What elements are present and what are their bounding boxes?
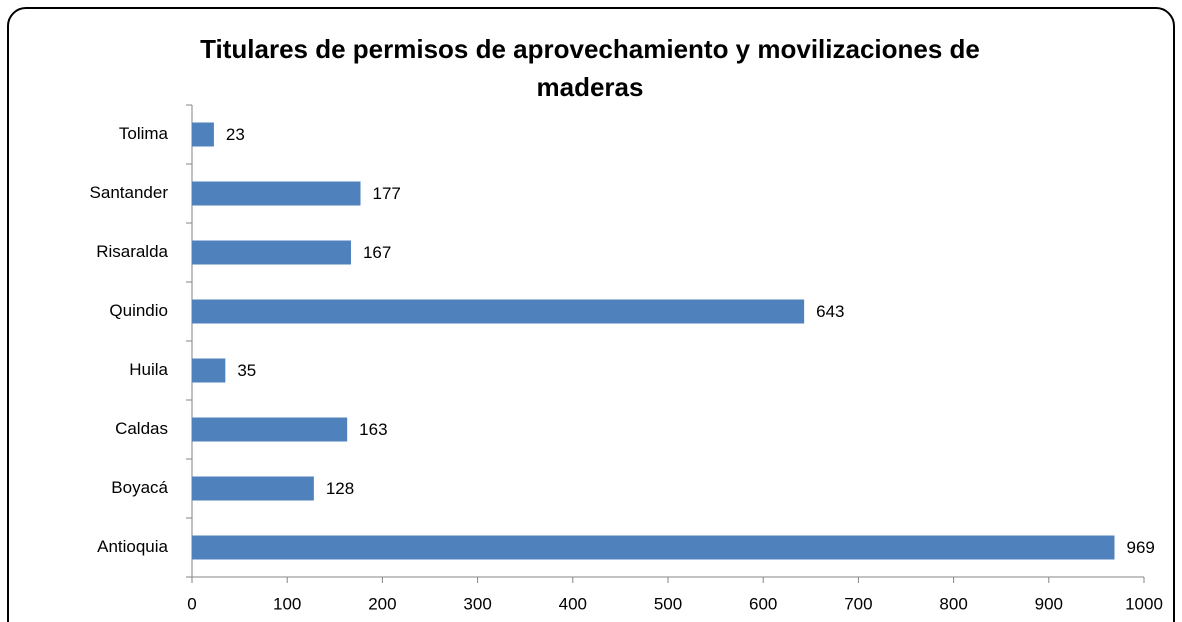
- x-tick-label: 800: [939, 594, 967, 613]
- data-label: 23: [226, 125, 245, 144]
- bar: [192, 535, 1115, 560]
- chart-title: Titulares de permisos de aprovechamiento…: [200, 34, 980, 102]
- y-tick-label: Santander: [90, 183, 169, 202]
- x-tick-label: 300: [463, 594, 491, 613]
- y-tick-label: Risaralda: [96, 242, 168, 261]
- bar: [192, 299, 805, 324]
- x-tick-label: 200: [368, 594, 396, 613]
- chart-frame: [7, 7, 1175, 622]
- x-tick-label: 500: [654, 594, 682, 613]
- bar: [192, 358, 226, 383]
- data-label: 35: [237, 361, 256, 380]
- data-label: 643: [816, 302, 844, 321]
- y-tick-label: Antioquia: [97, 537, 168, 556]
- y-tick-label: Tolima: [119, 124, 169, 143]
- x-tick-label: 1000: [1125, 594, 1163, 613]
- data-label: 177: [373, 184, 401, 203]
- y-tick-label: Quindio: [109, 301, 168, 320]
- x-tick-label: 700: [844, 594, 872, 613]
- bar: [192, 240, 351, 265]
- data-label: 167: [363, 243, 391, 262]
- x-tick-label: 400: [559, 594, 587, 613]
- x-tick-label: 600: [749, 594, 777, 613]
- y-tick-label: Boyacá: [111, 478, 168, 497]
- data-label: 969: [1126, 538, 1154, 557]
- bar: [192, 181, 361, 206]
- y-tick-label: Caldas: [115, 419, 168, 438]
- bar: [192, 122, 214, 147]
- data-label: 128: [326, 479, 354, 498]
- x-tick-label: 100: [273, 594, 301, 613]
- x-tick-label: 0: [187, 594, 196, 613]
- x-tick-label: 900: [1035, 594, 1063, 613]
- y-tick-label: Huila: [129, 360, 168, 379]
- bar: [192, 417, 348, 442]
- data-label: 163: [359, 420, 387, 439]
- bar: [192, 476, 314, 501]
